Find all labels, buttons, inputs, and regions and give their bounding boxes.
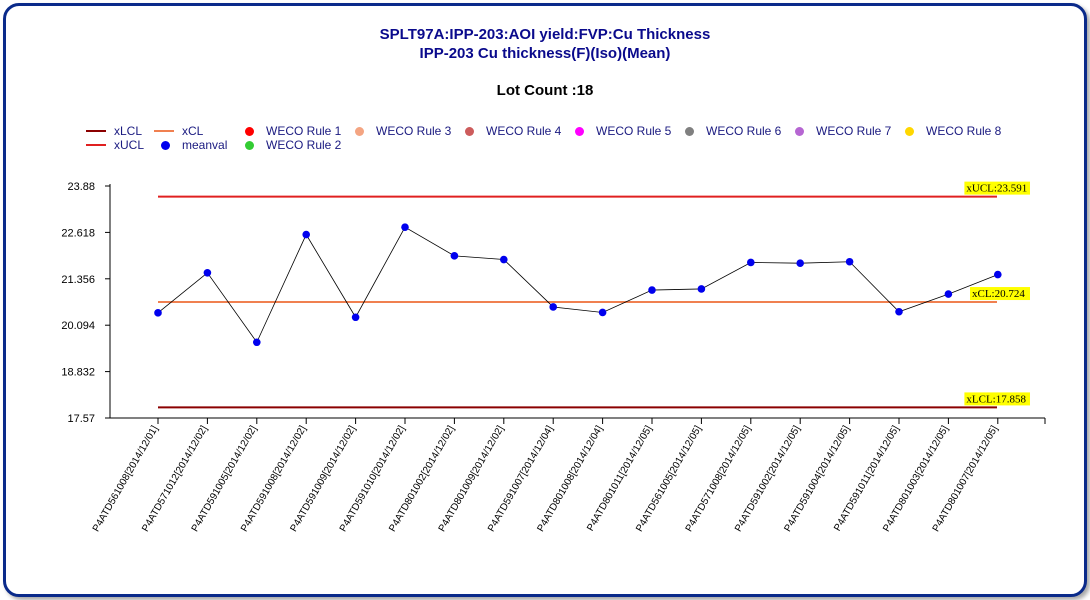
legend-label: WECO Rule 8 — [926, 124, 1002, 138]
legend-label: WECO Rule 2 — [266, 138, 342, 152]
chart-title: SPLT97A:IPP-203:AOI yield:FVP:Cu Thickne… — [379, 26, 711, 43]
meanval-line — [157, 226, 998, 344]
meanval-point — [845, 257, 854, 266]
lcl-label: xLCL:17.858 — [966, 393, 1026, 405]
chart-frame — [3, 3, 1087, 597]
legend-xucl: xUCL — [86, 138, 144, 152]
lcl-label-box — [964, 392, 1030, 406]
legend-swatch — [795, 126, 804, 136]
lot-count: Lot Count :18 — [496, 82, 594, 99]
legend-label: WECO Rule 7 — [816, 124, 892, 138]
meanval-point — [895, 307, 903, 316]
legend-label: WECO Rule 1 — [266, 124, 342, 138]
legend-label: xLCL — [114, 124, 143, 138]
y-tick-label: 20.094 — [61, 320, 95, 332]
chart-subtitle: IPP-203 Cu thickness(F)(Iso)(Mean) — [419, 45, 671, 62]
meanval-point — [549, 303, 557, 311]
y-tick-label: 17.57 — [67, 413, 95, 425]
legend-weco-rule-5: WECO Rule 5 — [575, 124, 671, 138]
legend-label: WECO Rule 4 — [486, 124, 562, 138]
meanval-point — [351, 313, 360, 322]
legend-meanval: meanval — [161, 138, 227, 152]
legend-label: xCL — [182, 124, 204, 138]
legend-weco-rule-3: WECO Rule 3 — [355, 124, 451, 138]
legend-label: meanval — [182, 138, 228, 152]
legend-swatch — [245, 140, 254, 150]
legend-swatch — [905, 126, 914, 136]
legend-swatch — [86, 130, 106, 132]
legend-weco-rule-4: WECO Rule 4 — [465, 124, 561, 138]
meanval-point — [697, 285, 706, 293]
legend-weco-rule-8: WECO Rule 8 — [905, 124, 1001, 138]
legend-weco-rule-1: WECO Rule 1 — [245, 124, 341, 138]
legend-label: xUCL — [114, 138, 145, 152]
meanval-point — [747, 258, 755, 267]
meanval-point — [154, 309, 162, 317]
legend-swatch — [685, 126, 694, 136]
legend-xcl: xCL — [154, 124, 203, 138]
y-tick-label: 23.88 — [67, 181, 95, 193]
meanval-point — [203, 268, 212, 277]
meanval-point — [796, 259, 804, 268]
meanval-point — [252, 338, 261, 347]
meanval-point — [944, 290, 953, 298]
meanval-point — [648, 286, 656, 294]
y-tick-label: 18.832 — [61, 367, 95, 379]
legend-swatch — [161, 140, 170, 150]
meanval-point — [500, 255, 508, 264]
legend-swatch — [154, 130, 174, 132]
legend-label: WECO Rule 6 — [706, 124, 782, 138]
ucl-label-box — [964, 181, 1030, 195]
legend-weco-rule-6: WECO Rule 6 — [685, 124, 781, 138]
meanval-point — [598, 308, 607, 317]
legend-weco-rule-2: WECO Rule 2 — [245, 138, 341, 152]
meanval-point — [450, 252, 459, 260]
legend-swatch — [355, 126, 364, 136]
y-tick-label: 21.356 — [61, 274, 95, 286]
legend-weco-rule-7: WECO Rule 7 — [795, 124, 891, 138]
legend-xlcl: xLCL — [86, 124, 142, 138]
cl-label-box — [970, 287, 1030, 301]
meanval-point — [994, 270, 1002, 279]
y-tick-label: 22.618 — [61, 227, 95, 239]
legend-label: WECO Rule 3 — [376, 124, 452, 138]
legend-swatch — [575, 126, 584, 136]
legend-swatch — [465, 126, 474, 136]
ucl-label: xUCL:23.591 — [966, 183, 1027, 195]
legend-label: WECO Rule 5 — [596, 124, 672, 138]
legend-swatch — [86, 144, 106, 146]
legend-swatch — [245, 126, 254, 136]
cl-label: xCL:20.724 — [972, 288, 1025, 300]
meanval-point — [401, 223, 409, 231]
meanval-point — [302, 230, 311, 239]
